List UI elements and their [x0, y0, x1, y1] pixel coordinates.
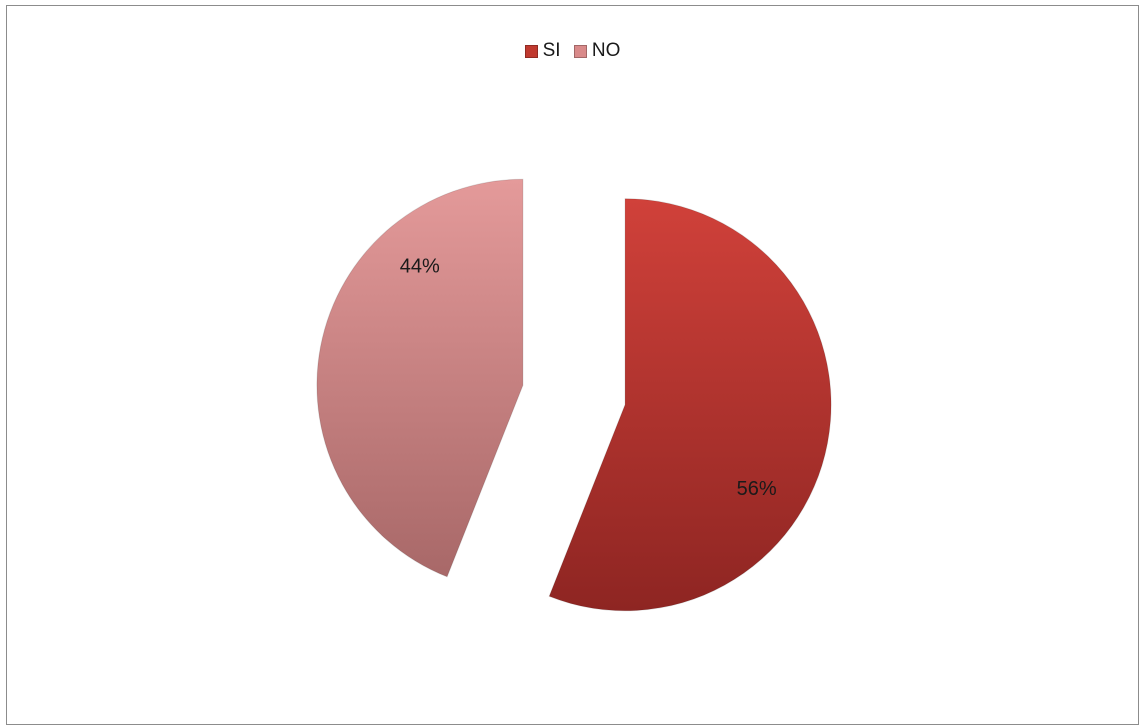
- data-label-no: 44%: [400, 256, 440, 278]
- legend-label-no: NO: [591, 40, 621, 61]
- legend-label-si: SI: [542, 40, 561, 61]
- legend-swatch-no: [573, 44, 587, 58]
- chart-frame: SI NO: [6, 5, 1139, 725]
- pie-slice-si: [548, 198, 832, 612]
- legend-item-no: NO: [573, 40, 621, 62]
- legend-swatch-si: [524, 44, 538, 58]
- data-label-si: 56%: [737, 478, 777, 500]
- legend: SI NO: [7, 40, 1138, 64]
- legend-item-si: SI: [524, 40, 561, 62]
- pie-slice-no: [316, 178, 524, 578]
